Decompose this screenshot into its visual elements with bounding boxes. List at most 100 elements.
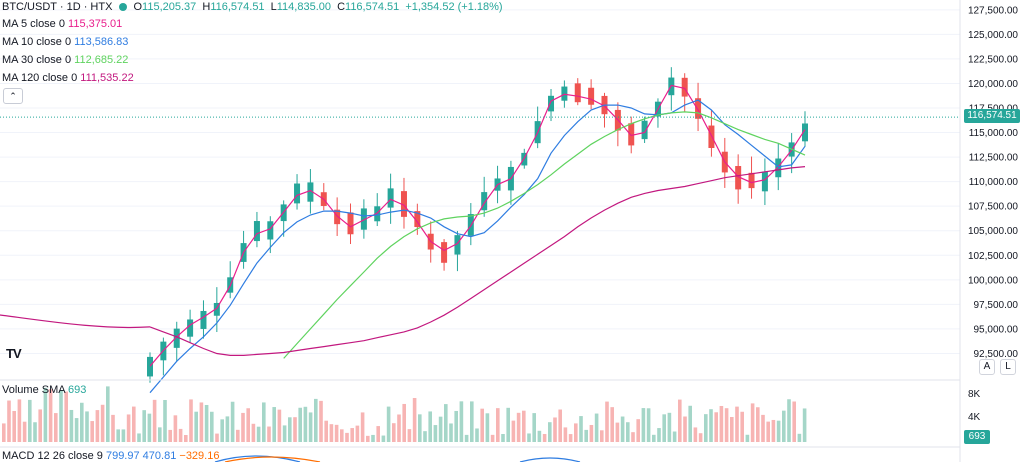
volume-bar <box>568 434 573 442</box>
volume-bar <box>392 423 396 442</box>
macd-legend[interactable]: MACD 12 26 close 9 799.97 470.81 −329.16 <box>2 449 219 463</box>
volume-bar <box>704 414 708 442</box>
volume-bar <box>459 401 464 442</box>
macd-value-1: 799.97 <box>105 450 140 462</box>
auto-scale-button[interactable]: A <box>979 359 995 375</box>
y-tick-label: 102,500.00 <box>968 251 1018 262</box>
volume-bar <box>90 421 94 442</box>
volume-bar <box>449 423 453 442</box>
volume-bar <box>48 389 53 442</box>
volume-bar <box>527 433 531 442</box>
candle-body <box>334 209 341 225</box>
volume-bar <box>787 399 791 442</box>
candle-body <box>267 221 274 240</box>
candle-body <box>588 87 595 105</box>
volume-bar <box>756 407 760 442</box>
candle-body <box>360 208 367 230</box>
open-label: O <box>133 1 143 13</box>
candle-body <box>454 235 461 255</box>
ma-120-extension <box>0 314 151 329</box>
volume-label: Volume SMA <box>2 384 65 396</box>
volume-bar <box>506 407 510 442</box>
ma-5-legend[interactable]: MA 5 close 0 115,375.01 <box>2 17 122 31</box>
candle-body <box>561 86 568 101</box>
volume-tick-label: 4K <box>968 412 981 423</box>
volume-bar <box>589 424 594 442</box>
y-tick-label: 115,000.00 <box>969 128 1019 139</box>
ma-120-legend[interactable]: MA 120 close 0 111,535.22 <box>2 71 134 85</box>
volume-bar <box>272 407 276 442</box>
volume-bar <box>340 429 344 442</box>
ma-line-ma-10 <box>149 99 806 394</box>
candle-body <box>387 188 394 208</box>
volume-bar <box>558 409 562 442</box>
volume-bar <box>215 433 219 442</box>
tradingview-logo[interactable]: TV <box>6 346 22 361</box>
ma-30-legend[interactable]: MA 30 close 0 112,685.22 <box>2 53 128 67</box>
volume-bar <box>137 433 141 442</box>
candle-body <box>775 158 782 178</box>
volume-bar <box>210 411 214 442</box>
candle-body <box>173 328 180 348</box>
volume-bar <box>256 426 261 442</box>
ma-30-label: MA 30 close 0 <box>2 54 72 66</box>
candle-body <box>574 83 581 103</box>
volume-bar <box>470 401 474 442</box>
volume-bar <box>329 424 334 442</box>
candle-body <box>147 356 153 377</box>
ma-10-legend[interactable]: MA 10 close 0 113,586.83 <box>2 35 128 49</box>
volume-bar <box>672 431 677 442</box>
ma-line-ma-5 <box>149 84 806 367</box>
y-tick-label: 125,000.00 <box>968 30 1018 41</box>
macd-value-2: 470.81 <box>142 450 177 462</box>
candle-body <box>735 166 742 190</box>
macd-label: MACD 12 26 close 9 <box>2 450 103 462</box>
volume-bar <box>69 409 74 442</box>
open-value: 115,205.37 <box>142 1 197 13</box>
volume-bar <box>641 408 646 442</box>
volume-bar <box>152 399 157 442</box>
volume-bar <box>17 399 22 442</box>
price-axis: 127,500.00 125,000.00 122,500.00 120,000.00… <box>968 5 1018 360</box>
volume-bar <box>496 408 500 442</box>
volume-bar <box>693 427 698 442</box>
symbol-title[interactable]: BTC/USDT · 1D · HTX <box>2 1 113 13</box>
volume-bar <box>553 417 557 442</box>
volume-bar <box>230 401 235 442</box>
volume-bar <box>683 416 687 442</box>
volume-bar <box>262 402 266 442</box>
volume-bar <box>662 414 666 442</box>
volume-bar <box>433 425 438 442</box>
volume-bar <box>121 429 126 442</box>
volume-bar <box>225 416 230 442</box>
ma-30-value: 112,685.22 <box>74 54 129 66</box>
volume-bar <box>750 403 755 442</box>
volume-bar <box>480 408 484 442</box>
volume-bar <box>678 399 682 442</box>
volume-legend[interactable]: Volume SMA 693 <box>2 383 86 397</box>
volume-bar <box>199 402 204 442</box>
volume-bar <box>652 434 656 442</box>
volume-bar <box>797 433 802 442</box>
volume-bar <box>579 416 583 442</box>
candle-body <box>400 191 407 217</box>
y-tick-label: 110,000.00 <box>969 177 1019 188</box>
volume-bar <box>142 410 146 442</box>
ma-120-label: MA 120 close 0 <box>2 72 78 84</box>
collapse-legend-button[interactable]: ⌃ <box>3 88 23 104</box>
volume-bar <box>7 400 11 442</box>
candle-body <box>548 95 555 112</box>
y-tick-label: 95,000.00 <box>974 324 1019 335</box>
volume-bar <box>236 429 240 442</box>
macd-lines <box>214 455 581 462</box>
candle-body <box>695 98 702 119</box>
volume-tag: 693 <box>964 430 990 444</box>
volume-bar <box>147 413 152 442</box>
log-scale-button[interactable]: L <box>1000 359 1016 375</box>
volume-bar <box>220 419 224 442</box>
candle-body <box>307 182 314 202</box>
candle-body <box>761 171 768 192</box>
low-label: L <box>270 1 277 13</box>
volume-bar <box>605 401 609 442</box>
